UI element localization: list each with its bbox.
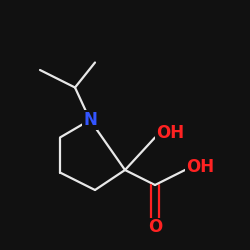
Text: OH: OH: [156, 124, 184, 142]
Text: N: N: [83, 111, 97, 129]
Text: OH: OH: [186, 158, 214, 176]
Text: O: O: [148, 218, 162, 236]
